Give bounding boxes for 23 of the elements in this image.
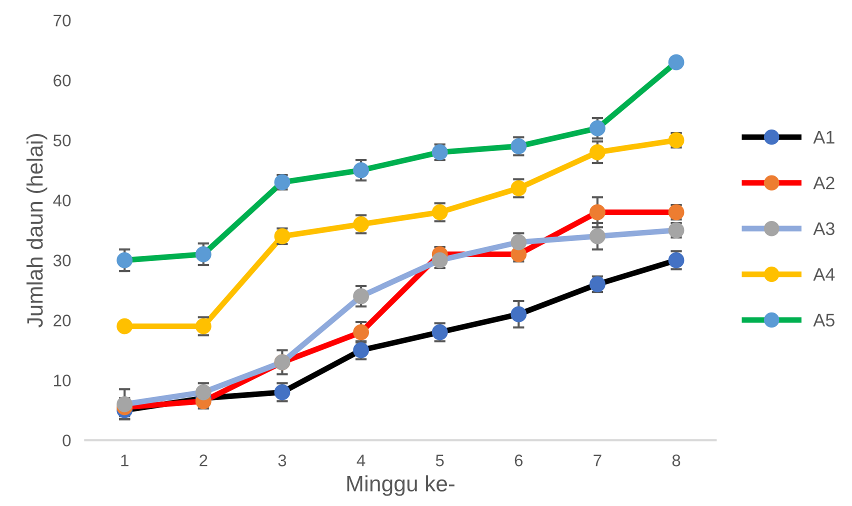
legend-label: A2	[813, 176, 834, 190]
legend-label: A3	[813, 222, 834, 236]
legend-label: A5	[813, 314, 834, 327]
x-tick-label: 1	[121, 454, 128, 466]
y-tick-label: 60	[54, 74, 71, 86]
y-tick-label: 10	[54, 374, 71, 386]
y-tick-label: 50	[53, 134, 71, 146]
y-tick-label: 70	[54, 14, 71, 26]
y-tick-label: 40	[53, 194, 71, 206]
x-tick-label: 4	[356, 454, 366, 466]
legend-label: A1	[813, 131, 834, 144]
x-tick-label: 6	[514, 454, 523, 466]
y-tick-label: 0	[62, 434, 71, 446]
x-tick-label: 5	[436, 454, 444, 466]
y-tick-label: 30	[53, 254, 71, 266]
legend-label: A4	[813, 268, 835, 281]
y-tick-label: 20	[54, 314, 71, 326]
y-axis-title: Jumlah daun (helai)	[26, 134, 48, 328]
x-tick-label: 7	[594, 454, 602, 466]
x-tick-label: 2	[200, 454, 208, 466]
x-tick-label: 3	[278, 454, 286, 466]
x-axis-title: Minggu ke-	[347, 475, 454, 496]
x-tick-label: 8	[672, 454, 680, 466]
